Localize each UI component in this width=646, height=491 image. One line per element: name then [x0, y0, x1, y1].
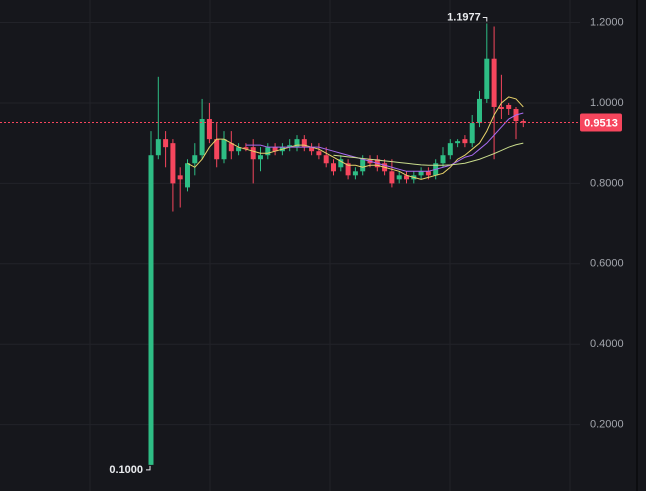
candle-body [425, 171, 431, 176]
candle-body [250, 147, 256, 160]
candle-body [520, 121, 526, 123]
low-pointer [146, 465, 151, 471]
y-tick-label: 0.6000 [590, 258, 624, 270]
candle-body [148, 155, 154, 465]
candle-body [316, 151, 322, 156]
candle-body [352, 171, 358, 176]
candle-body [309, 147, 315, 152]
candle-body [389, 171, 395, 184]
candle-body [206, 119, 212, 140]
candle-body [323, 155, 329, 164]
moving-average-line [245, 112, 524, 172]
candle-body [185, 163, 190, 188]
candle-body [192, 155, 198, 164]
y-tick-label: 0.2000 [590, 419, 624, 431]
candle-body [272, 147, 278, 152]
y-tick-label: 0.4000 [590, 338, 624, 350]
candle-body [418, 171, 424, 176]
candle-body [447, 143, 453, 156]
candle-body [221, 139, 227, 160]
moving-average-line [333, 142, 524, 166]
y-tick-label: 1.0000 [590, 97, 624, 109]
candle-body [396, 175, 402, 180]
candle-body [265, 147, 271, 156]
candle-body [243, 147, 249, 150]
low-label: 0.1000 [109, 464, 143, 476]
candle-body [338, 159, 344, 168]
candle-body [287, 145, 293, 148]
candle-body [301, 139, 307, 148]
y-tick-label: 1.2000 [590, 16, 624, 28]
candle-body [177, 175, 183, 180]
moving-average-line [187, 96, 524, 180]
candle-body [345, 163, 351, 176]
candle-body [294, 139, 300, 148]
candle-body [163, 139, 169, 148]
y-tick-label: 0.8000 [590, 177, 624, 189]
candle-body [331, 163, 336, 172]
candle-body [236, 147, 242, 152]
candle-body [469, 123, 475, 144]
candle-body [170, 143, 176, 184]
candle-body [455, 141, 461, 144]
candle-body [498, 106, 504, 109]
high-pointer [482, 16, 488, 22]
candle-body [462, 139, 468, 144]
last-price-box [580, 113, 622, 132]
candle-body [228, 143, 234, 152]
candle-body [155, 139, 161, 156]
high-label: 1.1977 [447, 11, 481, 23]
candle-body [258, 155, 263, 160]
candle-body [404, 175, 409, 180]
candle-body [484, 58, 490, 99]
candle-body [477, 98, 482, 124]
candle-body [214, 139, 220, 160]
candle-body [491, 58, 497, 107]
candle-body [506, 104, 512, 109]
candle-body [199, 119, 205, 156]
candle-body [360, 159, 366, 172]
candle-body [440, 155, 446, 164]
last-price-label: 0.9513 [584, 117, 618, 129]
